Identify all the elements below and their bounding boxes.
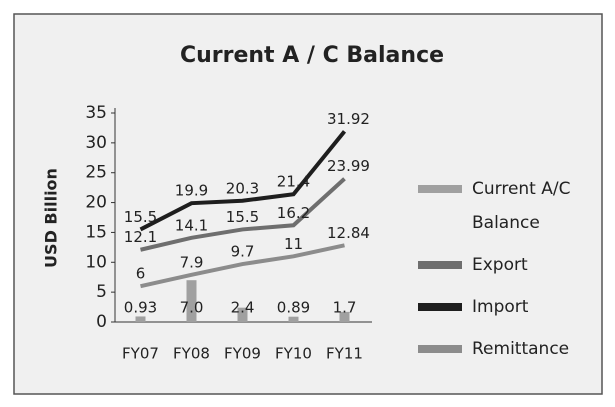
bar-value-label: 7.0: [180, 299, 204, 317]
legend-item: Current A/C Balance: [418, 172, 598, 240]
data-label: 7.9: [180, 253, 204, 271]
legend-item: Import: [418, 290, 598, 324]
bar-value-label: 1.7: [333, 299, 357, 317]
y-tick-label: 20: [85, 193, 107, 213]
data-label: 19.9: [175, 182, 208, 200]
y-axis-label: USD Billion: [42, 168, 61, 268]
line: [140, 243, 345, 289]
data-label: 23.99: [327, 157, 370, 175]
legend-label: Current A/C Balance: [472, 179, 571, 233]
bar: [135, 316, 146, 322]
data-label: 14.1: [175, 216, 208, 234]
y-tick-label: 10: [85, 252, 107, 272]
data-label: 6: [136, 265, 146, 283]
x-tick-label: FY07: [122, 345, 159, 363]
legend-label: Import: [472, 297, 529, 317]
bar-value-label: 0.89: [277, 299, 310, 317]
legend-swatch: [418, 185, 462, 193]
y-tick-label: 0: [96, 312, 107, 332]
chart-title: Current A / C Balance: [180, 43, 444, 68]
legend-label: Export: [472, 255, 528, 275]
y-tick-label: 35: [85, 103, 107, 123]
line: [139, 130, 347, 232]
line: [140, 177, 346, 252]
data-label: 16.2: [277, 204, 310, 222]
legend-swatch: [418, 345, 462, 353]
data-label: 31.92: [327, 110, 370, 128]
legend-swatch: [418, 261, 462, 269]
legend-swatch: [418, 303, 462, 311]
data-label: 21.4: [277, 173, 310, 191]
bar: [237, 307, 248, 322]
x-tick-label: FY09: [224, 345, 261, 363]
x-tick-label: FY11: [326, 345, 363, 363]
x-tick-label: FY08: [173, 345, 210, 363]
bar: [339, 311, 350, 322]
legend: Current A/C Balance Export Import Remittanc…: [418, 172, 598, 374]
y-tick-label: 30: [85, 133, 107, 153]
data-label: 20.3: [226, 179, 259, 197]
bar: [186, 280, 197, 322]
bar: [288, 316, 299, 322]
bar-value-label: 2.4: [231, 299, 255, 317]
legend-item: Remittance: [418, 332, 598, 366]
legend-item: Export: [418, 248, 598, 282]
frame: [13, 13, 603, 395]
data-label: 15.5: [124, 208, 157, 226]
data-label: 12.84: [327, 224, 370, 242]
y-tick-label: 15: [85, 222, 107, 242]
bar-value-label: 0.93: [124, 299, 157, 317]
data-label: 9.7: [231, 243, 255, 261]
y-tick-label: 5: [96, 282, 107, 302]
data-label: 12.1: [124, 228, 157, 246]
legend-label: Remittance: [472, 339, 570, 359]
data-label: 11: [284, 235, 303, 253]
x-tick-label: FY10: [275, 345, 312, 363]
data-label: 15.5: [226, 208, 259, 226]
y-tick-label: 25: [85, 163, 107, 183]
